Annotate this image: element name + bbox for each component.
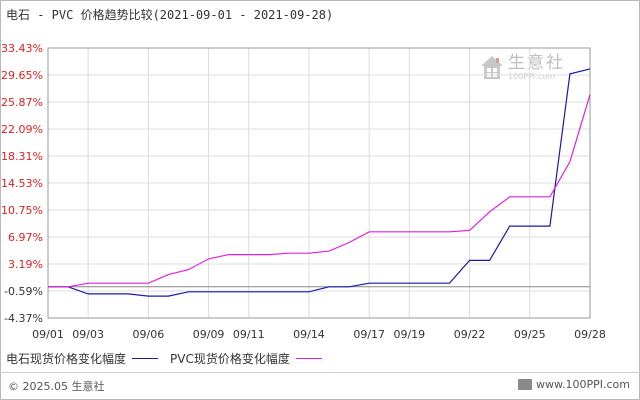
y-tick-label: 10.75% (1, 204, 43, 217)
x-tick-label: 09/06 (133, 328, 165, 341)
y-tick-label: 14.53% (1, 177, 43, 190)
legend-swatch-pvc (295, 357, 322, 359)
legend-item-pvc[interactable]: PVC现货价格变化幅度 (170, 350, 322, 367)
series-line-pvc (48, 94, 591, 288)
legend-label-pvc: PVC现货价格变化幅度 (170, 351, 290, 366)
x-tick-label: 09/22 (454, 328, 486, 341)
y-tick-label: -0.59% (4, 285, 43, 298)
y-tick-label: -4.37% (4, 312, 43, 325)
y-tick-label: 6.97% (8, 231, 43, 244)
site-logo-icon (518, 379, 533, 390)
legend: 电石现货价格变化幅度 PVC现货价格变化幅度 (6, 350, 334, 366)
x-tick-label: 09/14 (293, 328, 325, 341)
chart-title: 电石 - PVC 价格趋势比较(2021-09-01 - 2021-09-28) (6, 8, 334, 22)
y-tick-label: 3.19% (8, 258, 43, 271)
y-tick-label: 33.43% (1, 42, 43, 55)
legend-swatch-carbide (132, 357, 159, 359)
plot-area-border (47, 47, 591, 319)
footer-url: www.100PPI.com (536, 378, 630, 391)
x-tick-label: 09/03 (72, 328, 104, 341)
x-tick-label: 09/17 (353, 328, 385, 341)
footer-divider (0, 372, 640, 373)
x-tick-label: 09/01 (32, 328, 64, 341)
x-tick-label: 09/25 (514, 328, 546, 341)
series-line-carbide (48, 68, 591, 297)
footer-copyright: © 2025.05 生意社 (8, 380, 105, 393)
y-tick-label: 22.09% (1, 123, 43, 136)
y-tick-label: 29.65% (1, 69, 43, 82)
y-tick-label: 25.87% (1, 96, 43, 109)
watermark-url: 100PPI.com (508, 72, 555, 81)
footer-site[interactable]: www.100PPI.com (518, 378, 630, 391)
watermark-name: 生意社 (508, 53, 565, 73)
x-tick-label: 09/28 (574, 328, 606, 341)
legend-item-carbide[interactable]: 电石现货价格变化幅度 (6, 350, 159, 367)
x-tick-label: 09/09 (193, 328, 225, 341)
y-tick-label: 18.31% (1, 150, 43, 163)
x-tick-label: 09/19 (393, 328, 425, 341)
watermark-logo: 生意社 100PPI.com (480, 54, 565, 81)
x-tick-label: 09/11 (233, 328, 265, 341)
legend-label-carbide: 电石现货价格变化幅度 (6, 351, 127, 366)
